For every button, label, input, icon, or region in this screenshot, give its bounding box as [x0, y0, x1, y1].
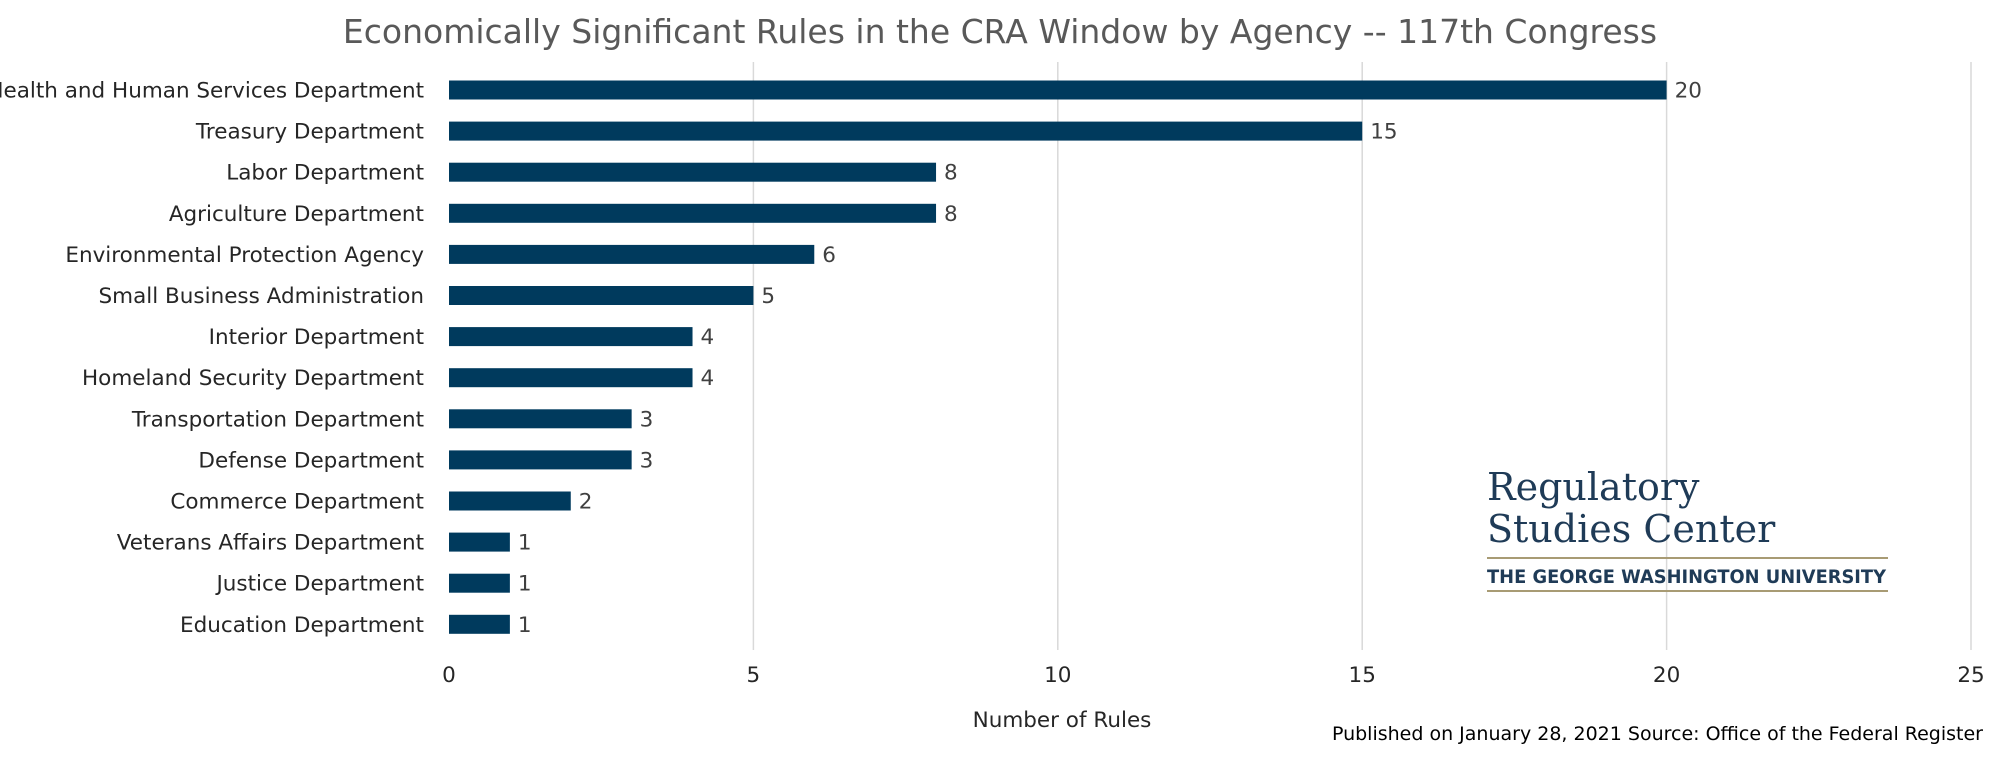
data-label: 3 — [640, 448, 654, 473]
x-tick-label: 10 — [1044, 663, 1071, 688]
category-label: Health and Human Services Department — [0, 79, 424, 104]
data-label: 4 — [701, 325, 715, 350]
logo-subline: THE GEORGE WASHINGTON UNIVERSITY — [1487, 566, 1886, 588]
bar — [449, 162, 937, 182]
category-label: Veterans Affairs Department — [117, 531, 424, 556]
bar — [449, 203, 937, 223]
bar — [449, 244, 815, 264]
category-labels: Health and Human Services Department Trea… — [0, 79, 424, 638]
bar — [449, 450, 632, 470]
bar — [449, 573, 510, 593]
data-label: 5 — [761, 284, 775, 309]
bar — [449, 409, 632, 429]
bar — [449, 368, 693, 388]
bar — [449, 614, 510, 634]
bar — [449, 286, 754, 305]
data-label: 1 — [518, 613, 532, 638]
data-label: 2 — [579, 490, 593, 515]
data-label: 6 — [822, 243, 836, 268]
bars — [449, 80, 1667, 634]
bar — [449, 121, 1363, 141]
bar — [449, 491, 571, 511]
logo-line-2: Studies Center — [1487, 507, 1776, 551]
category-label: Homeland Security Department — [82, 366, 424, 391]
data-label: 4 — [701, 366, 715, 391]
category-label: Treasury Department — [195, 120, 424, 145]
x-tick-label: 15 — [1349, 663, 1376, 688]
logo-line-1: Regulatory — [1487, 465, 1700, 509]
bar — [449, 532, 510, 552]
footnote: Published on January 28, 2021 Source: Of… — [1332, 723, 1983, 745]
x-axis-title: Number of Rules — [973, 708, 1152, 733]
regulatory-studies-center-logo: Regulatory Studies Center THE GEORGE WAS… — [1487, 465, 1888, 592]
data-label: 1 — [518, 531, 532, 556]
category-label: Commerce Department — [170, 490, 424, 515]
category-label: Labor Department — [226, 161, 424, 186]
bar — [449, 327, 693, 347]
data-labels: 20 15 8 8 6 5 4 4 3 3 2 1 1 1 — [518, 79, 1702, 638]
category-label: Agriculture Department — [169, 202, 424, 227]
data-label: 8 — [944, 161, 958, 186]
gridlines — [752, 62, 1972, 650]
x-tick-label: 5 — [747, 663, 761, 688]
category-label: Education Department — [180, 613, 424, 638]
data-label: 3 — [640, 407, 654, 432]
x-axis-tick-labels: 0 5 10 15 20 25 — [442, 663, 1985, 688]
x-tick-label: 25 — [1957, 663, 1984, 688]
bar — [449, 80, 1667, 100]
category-label: Justice Department — [214, 572, 424, 597]
data-label: 1 — [518, 572, 532, 597]
data-label: 8 — [944, 202, 958, 227]
data-label: 20 — [1675, 79, 1702, 104]
category-label: Interior Department — [209, 325, 424, 350]
x-tick-label: 20 — [1653, 663, 1680, 688]
chart-title: Economically Significant Rules in the CR… — [343, 12, 1657, 51]
category-label: Defense Department — [198, 448, 424, 473]
category-label: Environmental Protection Agency — [65, 243, 424, 268]
x-tick-label: 0 — [442, 663, 456, 688]
category-label: Small Business Administration — [98, 284, 424, 309]
data-label: 15 — [1370, 120, 1397, 145]
category-label: Transportation Department — [131, 407, 424, 432]
